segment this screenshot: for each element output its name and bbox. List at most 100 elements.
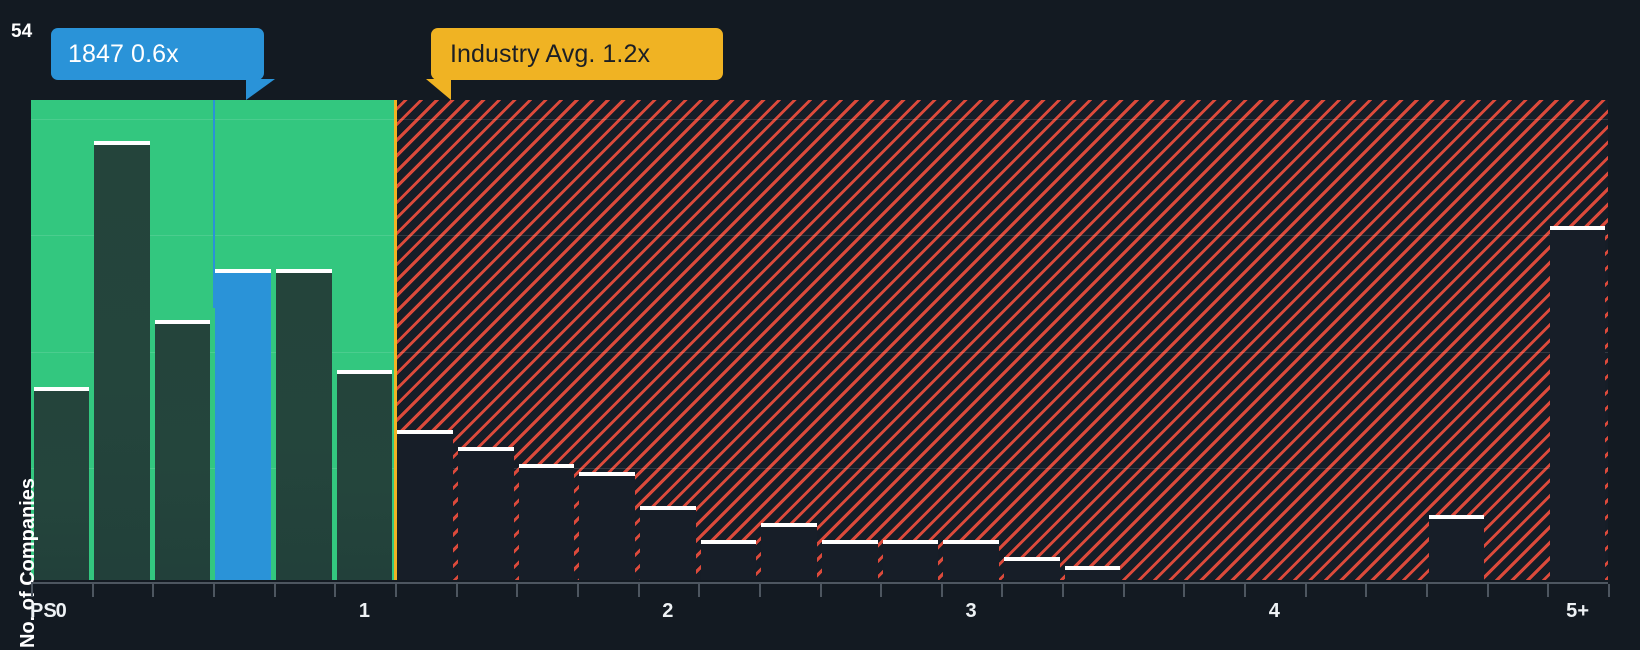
bar-body bbox=[761, 527, 817, 580]
x-axis-tick bbox=[1365, 584, 1368, 597]
bar-body bbox=[1549, 230, 1606, 580]
bar[interactable] bbox=[943, 540, 999, 580]
bar[interactable] bbox=[1428, 514, 1485, 580]
company-tooltip-tail bbox=[246, 79, 275, 100]
bar-body bbox=[336, 374, 393, 580]
x-axis-tick bbox=[698, 584, 701, 597]
x-axis-tick bbox=[31, 584, 33, 597]
bar-cap bbox=[154, 319, 211, 324]
bar-body bbox=[943, 544, 999, 580]
x-axis-label-4: 4 bbox=[1268, 600, 1281, 622]
gridline bbox=[31, 235, 1608, 236]
bar[interactable] bbox=[579, 472, 636, 580]
industry-tooltip-tail bbox=[426, 79, 451, 100]
company-marker-line bbox=[212, 100, 215, 308]
x-axis-tick bbox=[455, 584, 458, 597]
company-tooltip[interactable]: 1847 0.6x bbox=[51, 28, 264, 80]
bar[interactable] bbox=[761, 523, 817, 580]
bar[interactable] bbox=[1064, 565, 1121, 580]
x-axis-label-3: 3 bbox=[965, 600, 977, 622]
bar-body bbox=[882, 544, 939, 580]
bar-cap bbox=[518, 463, 575, 468]
x-axis-tick bbox=[1122, 584, 1125, 597]
x-axis-tick bbox=[819, 584, 822, 597]
x-axis-label-5plus: 5+ bbox=[1566, 600, 1590, 622]
industry-tooltip[interactable]: Industry Avg. 1.2x bbox=[431, 28, 723, 80]
x-axis-tick bbox=[91, 584, 94, 597]
bar-cap bbox=[1064, 565, 1121, 570]
x-axis-prefix-label: PS bbox=[30, 600, 57, 622]
bar-cap bbox=[215, 268, 272, 273]
bar-body bbox=[1428, 518, 1485, 580]
x-axis-tick bbox=[273, 584, 276, 597]
bar[interactable] bbox=[33, 387, 90, 580]
bar-cap bbox=[397, 429, 454, 434]
bar-cap bbox=[458, 446, 514, 451]
bar[interactable] bbox=[1549, 226, 1606, 580]
x-axis-label-1: 1 bbox=[358, 600, 371, 622]
bar-cap bbox=[822, 540, 878, 545]
bar[interactable] bbox=[94, 141, 150, 580]
industry-average-line bbox=[393, 100, 397, 580]
x-axis-tick bbox=[1547, 584, 1550, 597]
x-axis-tick bbox=[1062, 584, 1065, 597]
bar-cap bbox=[640, 506, 696, 511]
x-axis-tick bbox=[212, 584, 215, 597]
bar-cap bbox=[943, 540, 999, 545]
bar[interactable] bbox=[154, 319, 211, 580]
bar-body bbox=[458, 450, 514, 580]
industry-tooltip-label: Industry Avg. 1.2x bbox=[450, 39, 651, 68]
x-axis-tick bbox=[1426, 584, 1429, 597]
bar[interactable] bbox=[700, 540, 757, 580]
bar[interactable] bbox=[397, 429, 454, 580]
bar-cap bbox=[1003, 557, 1060, 562]
bar-cap bbox=[579, 472, 636, 477]
x-axis-line bbox=[31, 582, 1608, 584]
x-axis-tick bbox=[516, 584, 519, 597]
bar-body bbox=[215, 272, 272, 580]
bar-cap bbox=[761, 523, 817, 528]
bar[interactable] bbox=[1003, 557, 1060, 580]
bar-cap bbox=[33, 387, 90, 392]
plot-area bbox=[31, 100, 1608, 580]
bar-body bbox=[822, 544, 878, 580]
bar[interactable] bbox=[276, 268, 332, 580]
bar-body bbox=[700, 544, 757, 580]
gridline bbox=[31, 119, 1608, 120]
x-axis-tick bbox=[1608, 584, 1610, 597]
bar-cap bbox=[882, 540, 939, 545]
bar-body bbox=[33, 391, 90, 580]
bar[interactable] bbox=[458, 446, 514, 580]
bar-body bbox=[94, 145, 150, 580]
bar-cap bbox=[336, 370, 393, 375]
bar-body bbox=[579, 476, 636, 580]
bar-cap bbox=[1428, 514, 1485, 519]
bar[interactable] bbox=[518, 463, 575, 580]
y-axis-max-label: 54 bbox=[11, 21, 33, 42]
bar[interactable] bbox=[882, 540, 939, 580]
x-axis-tick bbox=[880, 584, 883, 597]
bar[interactable] bbox=[822, 540, 878, 580]
x-axis-tick bbox=[1304, 584, 1307, 597]
gridline bbox=[31, 468, 1608, 469]
zone-above-industry-average bbox=[394, 100, 1608, 580]
bar-body bbox=[276, 272, 332, 580]
x-axis-label-2: 2 bbox=[662, 600, 674, 622]
bar[interactable] bbox=[215, 268, 272, 580]
x-axis-tick bbox=[1486, 584, 1489, 597]
bar-body bbox=[1064, 569, 1121, 580]
x-axis-label-0: 0 bbox=[55, 600, 67, 622]
x-axis-tick bbox=[940, 584, 943, 597]
x-axis-tick bbox=[1244, 584, 1247, 597]
company-tooltip-label: 1847 0.6x bbox=[68, 39, 179, 68]
bar[interactable] bbox=[336, 370, 393, 580]
x-axis-tick bbox=[152, 584, 155, 597]
bar-body bbox=[518, 467, 575, 580]
x-axis-tick bbox=[637, 584, 640, 597]
x-axis-tick bbox=[1001, 584, 1004, 597]
gridline bbox=[31, 352, 1608, 353]
bar-body bbox=[154, 323, 211, 580]
bar-cap bbox=[700, 540, 757, 545]
bar[interactable] bbox=[640, 506, 696, 580]
